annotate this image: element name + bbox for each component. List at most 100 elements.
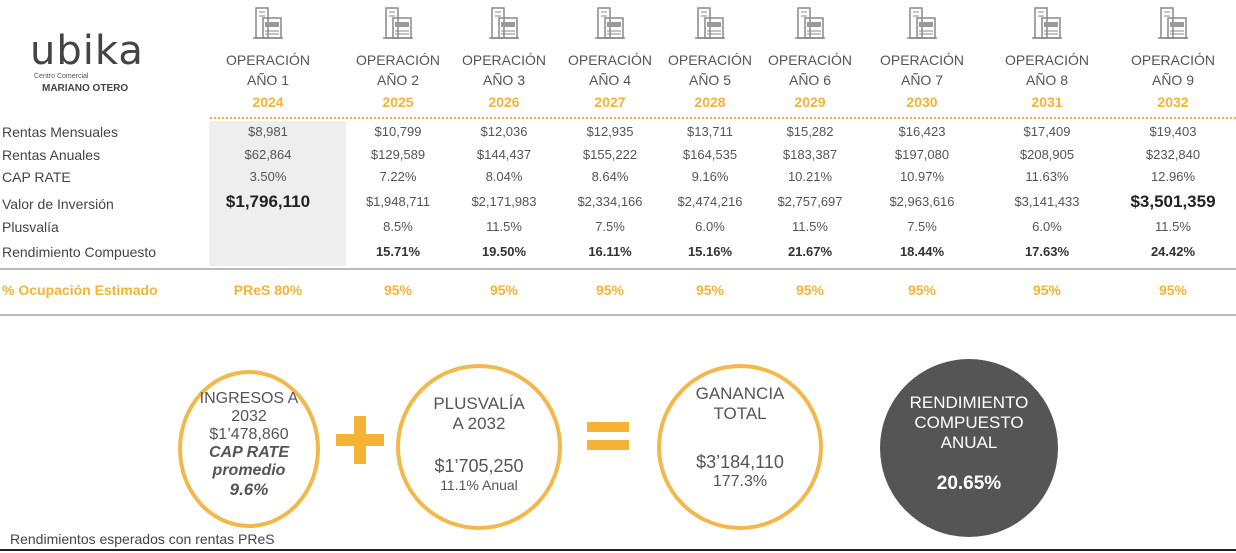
table-cell: 15.71% [375, 244, 421, 259]
table-cell: $197,080 [894, 147, 950, 162]
table-cell: 3.50% [249, 169, 287, 184]
table-cell: 17.63% [1024, 244, 1070, 259]
table-cell: $183,387 [782, 147, 838, 162]
table-cell: 12.96% [1150, 169, 1196, 184]
footnote: Rendimientos esperados con rentas PReS [10, 531, 275, 547]
bottom-divider [0, 549, 1236, 551]
table-cell: 8.04% [485, 169, 523, 184]
equals-icon-bar [587, 440, 629, 450]
table-cell: $13,711 [686, 124, 734, 139]
table-cell: 16.11% [588, 244, 632, 259]
rendimiento-l3: ANUAL [940, 433, 998, 452]
header-year-number: AÑO 1 [246, 72, 289, 88]
occupancy-label: % Ocupación Estimado [2, 282, 158, 298]
table-cell: $62,864 [244, 147, 292, 162]
header-operacion: OPERACIÓN [567, 52, 652, 68]
header-year-number: AÑO 4 [588, 72, 631, 88]
table-cell: 7.5% [907, 219, 937, 234]
building-icon [489, 6, 519, 40]
table-cell: $208,905 [1019, 147, 1075, 162]
ganancia-amount: $3’184,110 [696, 452, 784, 472]
table-cell: $2,963,616 [889, 194, 955, 209]
plusvalia-l2: A 2032 [452, 414, 506, 433]
header-year: 2028 [694, 94, 726, 110]
header-operacion: OPERACIÓN [767, 52, 852, 68]
ingresos-l1: INGRESOS A [199, 390, 299, 407]
column-header: OPERACIÓN AÑO 2 2025 [338, 0, 458, 112]
header-year-number: AÑO 2 [376, 72, 419, 88]
table-cell: $164,535 [682, 147, 738, 162]
table-cell: $144,437 [476, 147, 532, 162]
rendimiento-l2: COMPUESTO [914, 413, 1024, 432]
plus-icon [354, 416, 366, 464]
table-cell: $1,948,711 [365, 194, 431, 209]
ingresos-l2: 2032 [231, 408, 267, 425]
occupancy-cell: 95% [489, 282, 519, 298]
building-icon [695, 6, 725, 40]
ingresos-circle: INGRESOS A 2032 $1’478,860 CAP RATE prom… [178, 370, 320, 528]
equals-icon [587, 422, 629, 432]
occupancy-cell: 95% [795, 282, 825, 298]
building-icon [383, 6, 413, 40]
table-cell: 11.5% [792, 219, 828, 234]
table-cell: 19.50% [481, 244, 527, 259]
header-year-number: AÑO 3 [482, 72, 525, 88]
rendimiento-circle: RENDIMIENTO COMPUESTO ANUAL 20.65% [880, 359, 1058, 537]
header-operacion: OPERACIÓN [667, 52, 752, 68]
ingresos-l4: CAP RATE [209, 444, 289, 461]
ingresos-rate: 9.6% [229, 480, 269, 499]
rendimiento-value: 20.65% [936, 473, 1002, 494]
row-label: CAP RATE [2, 169, 71, 185]
header-operacion: OPERACIÓN [879, 52, 964, 68]
row-label: Plusvalía [2, 219, 59, 235]
header-operacion: OPERACIÓN [1130, 52, 1215, 68]
table-cell: 8.64% [591, 169, 629, 184]
column-header: OPERACIÓN AÑO 6 2029 [750, 0, 870, 112]
occupancy-cell: 95% [695, 282, 725, 298]
table-cell: $155,222 [582, 147, 638, 162]
column-header: OPERACIÓN AÑO 1 2024 [208, 0, 328, 112]
column-header: OPERACIÓN AÑO 4 2027 [550, 0, 670, 112]
table-cell: 24.42% [1150, 244, 1196, 259]
table-cell: 6.0% [1032, 219, 1062, 234]
table-cell: 11.5% [1155, 219, 1191, 234]
row-label: Valor de Inversión [2, 196, 114, 212]
table-divider [0, 268, 1236, 270]
building-icon [253, 6, 283, 40]
plusvalia-rate: 11.1% [440, 477, 479, 493]
table-cell: $19,403 [1149, 124, 1197, 139]
ganancia-l1: GANANCIA [695, 384, 785, 403]
year1-highlight [209, 121, 346, 266]
ganancia-circle: GANANCIA TOTAL $3’184,110 177.3% [657, 364, 823, 530]
table-cell: $15,282 [786, 124, 834, 139]
header-operacion: OPERACIÓN [1004, 52, 1089, 68]
ganancia-l2: TOTAL [713, 404, 767, 423]
header-year-number: AÑO 8 [1025, 72, 1068, 88]
table-cell: 9.16% [691, 169, 729, 184]
table-cell: 8.5% [383, 219, 413, 234]
header-year-number: AÑO 6 [788, 72, 831, 88]
occupancy-cell: PReS 80% [233, 282, 303, 298]
header-operacion: OPERACIÓN [225, 52, 310, 68]
occupancy-cell: 95% [1032, 282, 1062, 298]
ingresos-amount: $1’478,860 [209, 426, 289, 443]
table-cell: $2,334,166 [577, 194, 643, 209]
occupancy-cell: 95% [383, 282, 413, 298]
plusvalia-l1: PLUSVALÍA [433, 394, 525, 413]
building-icon [907, 6, 937, 40]
header-year: 2032 [1157, 94, 1189, 110]
table-cell: 21.67% [787, 244, 833, 259]
occupancy-cell: 95% [1158, 282, 1188, 298]
header-year: 2025 [382, 94, 414, 110]
building-icon [1032, 6, 1062, 40]
header-year: 2031 [1031, 94, 1063, 110]
table-cell: $2,757,697 [777, 194, 843, 209]
header-operacion: OPERACIÓN [461, 52, 546, 68]
table-cell: $232,840 [1145, 147, 1201, 162]
column-header: OPERACIÓN AÑO 7 2030 [862, 0, 982, 112]
building-icon [595, 6, 625, 40]
table-cell: $2,474,216 [677, 194, 743, 209]
row-label: Rendimiento Compuesto [2, 244, 157, 260]
table-cell: 7.5% [595, 219, 625, 234]
table-cell: $2,171,983 [471, 194, 537, 209]
